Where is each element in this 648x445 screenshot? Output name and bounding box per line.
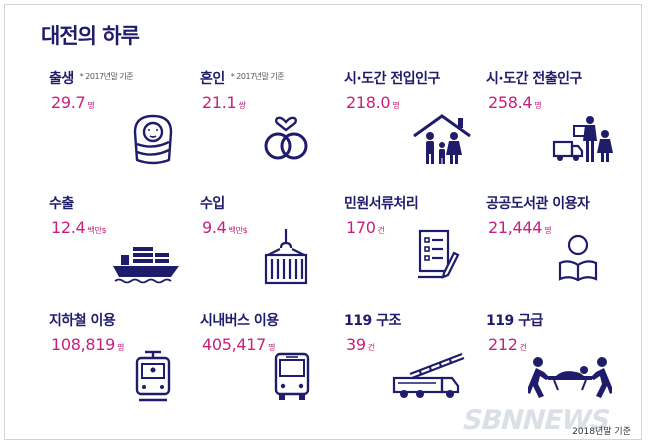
stat-value: 21.1	[202, 93, 237, 112]
stat-value: 218.0	[346, 93, 391, 112]
stat-note: * 2017년말 기준	[230, 72, 285, 81]
moving-family-truck-icon	[552, 112, 616, 166]
stat-birth: 출생 * 2017년말 기준 29.7 명	[49, 68, 199, 186]
stat-value: 39	[346, 335, 366, 354]
stat-119-ambulance: 119 구급 212 건	[486, 310, 636, 428]
stat-note: * 2017년말 기준	[79, 72, 134, 81]
stat-label: 시·도간 전출인구	[486, 71, 582, 87]
stat-unit: 쌍	[238, 101, 246, 110]
stat-unit: 명	[87, 101, 95, 110]
stat-label: 지하철 이용	[49, 313, 116, 329]
stat-city-bus: 시내버스 이용 405,417 명	[200, 310, 350, 428]
stat-unit: 명	[544, 226, 552, 235]
stat-unit: 백만$	[228, 226, 248, 235]
stat-move-out: 시·도간 전출인구 258.4 명	[486, 68, 636, 186]
stat-label: 민원서류처리	[344, 196, 419, 212]
stat-label: 시내버스 이용	[200, 313, 279, 329]
stat-unit: 명	[268, 343, 276, 352]
page-title: 대전의 하루	[41, 24, 140, 48]
stat-label: 수출	[49, 196, 74, 212]
stat-move-in: 시·도간 전입인구 218.0 명	[344, 68, 494, 186]
stat-export: 수출 12.4 백만$	[49, 193, 199, 311]
stat-marriage: 혼인 * 2017년말 기준 21.1 쌍	[200, 68, 350, 186]
stat-label: 119 구조	[344, 313, 401, 329]
stat-value: 212	[488, 335, 518, 354]
stretcher-rescue-icon	[528, 354, 612, 400]
stat-label: 출생	[49, 71, 74, 87]
stat-119-rescue: 119 구조 39 건	[344, 310, 494, 428]
stat-label: 혼인	[200, 71, 225, 87]
stat-value: 29.7	[51, 93, 86, 112]
stat-label: 수입	[200, 196, 225, 212]
fire-truck-icon	[390, 348, 470, 400]
stat-unit: 건	[367, 343, 375, 352]
stat-unit: 명	[534, 101, 542, 110]
infographic-panel: 대전의 하루 출생 * 2017년말 기준 29.7 명 혼인 * 2017년말 기준…	[4, 4, 642, 440]
footer-note: 2018년말 기준	[572, 427, 631, 437]
crane-container-icon	[264, 227, 308, 287]
cargo-ship-icon	[111, 235, 181, 285]
stat-unit: 건	[377, 226, 385, 235]
stat-value: 405,417	[202, 335, 267, 354]
stat-library-users: 공공도서관 이용자 21,444 명	[486, 193, 636, 311]
stat-label: 공공도서관 이용자	[486, 196, 590, 212]
stat-unit: 명	[392, 101, 400, 110]
city-bus-icon	[272, 350, 312, 404]
family-house-icon	[410, 112, 474, 166]
stat-subway: 지하철 이용 108,819 명	[49, 310, 199, 428]
stat-value: 170	[346, 218, 376, 237]
stat-value: 258.4	[488, 93, 533, 112]
stat-value: 21,444	[488, 218, 543, 237]
stat-unit: 백만$	[87, 226, 107, 235]
subway-train-icon	[133, 350, 173, 402]
stat-value: 12.4	[51, 218, 86, 237]
stat-unit: 명	[117, 343, 125, 352]
document-pen-icon	[416, 227, 460, 281]
stat-unit: 건	[519, 343, 527, 352]
wedding-rings-icon	[260, 108, 312, 164]
stat-label: 119 구급	[486, 313, 543, 329]
swaddled-baby-icon	[131, 112, 175, 166]
stat-value: 108,819	[51, 335, 116, 354]
stat-value: 9.4	[202, 218, 227, 237]
stat-label: 시·도간 전입인구	[344, 71, 440, 87]
stat-import: 수입 9.4 백만$	[200, 193, 350, 311]
person-reading-icon	[556, 233, 600, 283]
stat-civil-documents: 민원서류처리 170 건	[344, 193, 494, 311]
